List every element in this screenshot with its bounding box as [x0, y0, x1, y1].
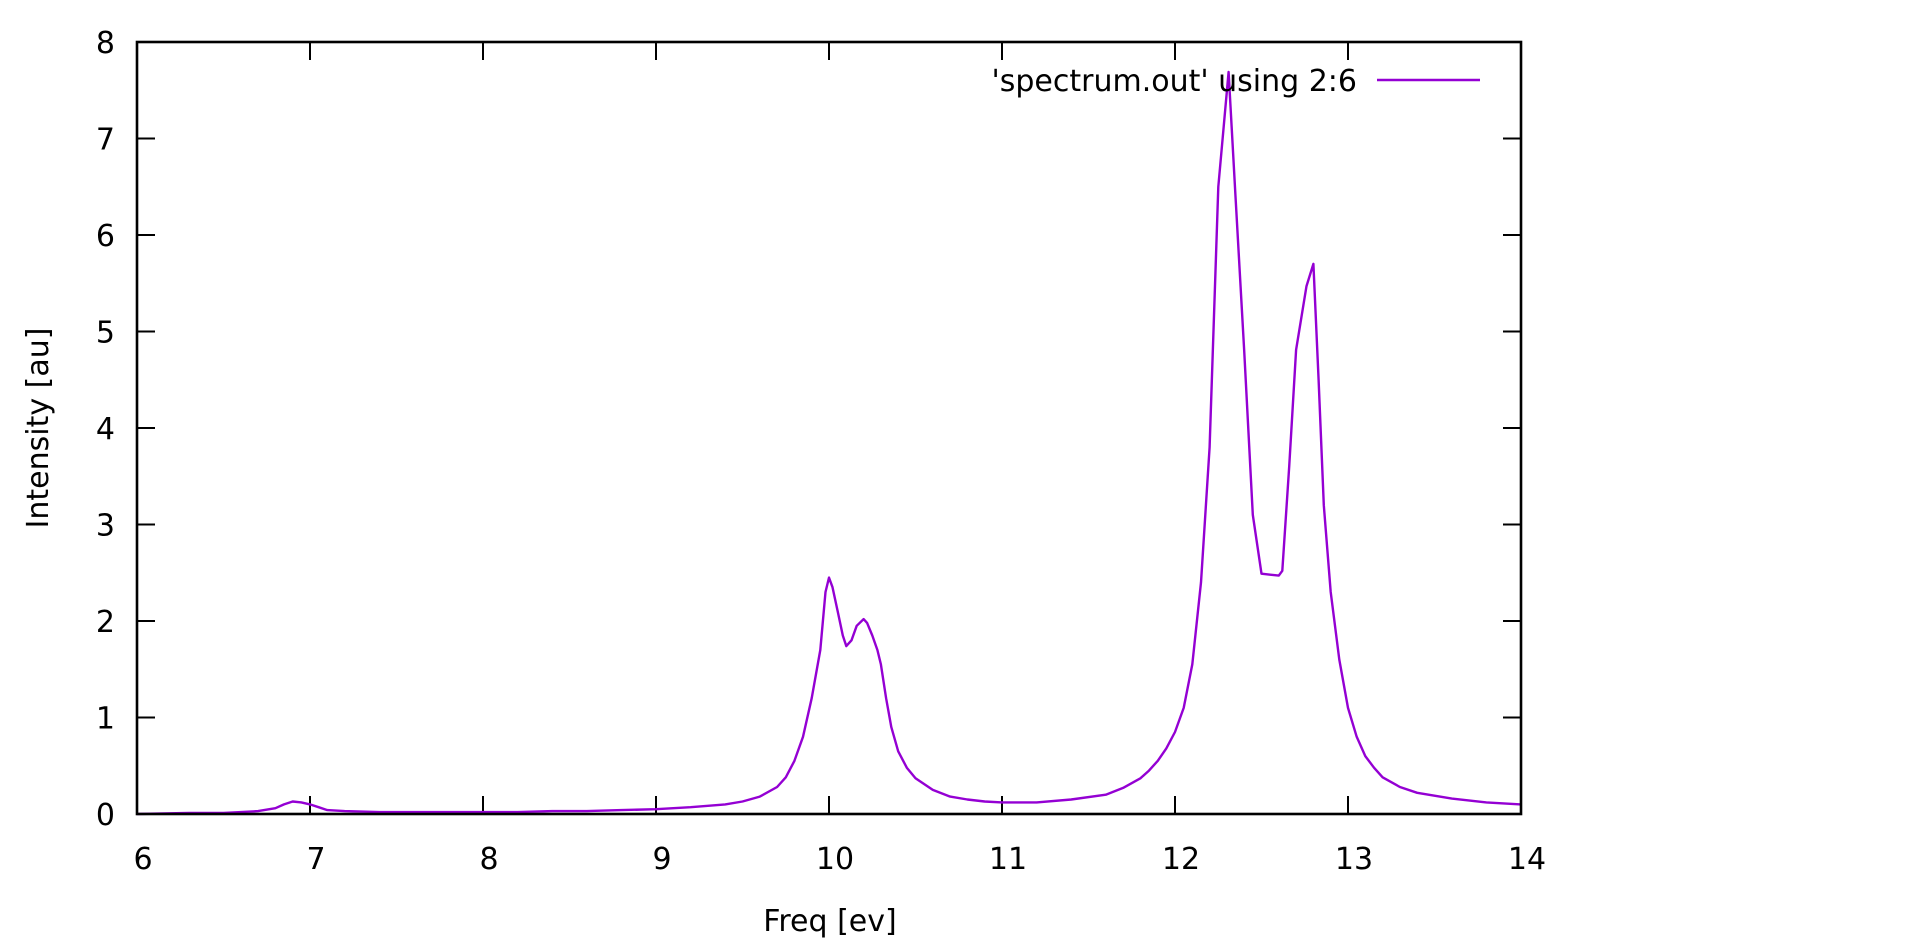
x-tick-label: 11 [989, 842, 1027, 877]
series-line-spectrum [136, 70, 1522, 816]
legend-label: 'spectrum.out' using 2:6 [991, 64, 1357, 99]
x-tick-label: 7 [306, 842, 325, 877]
y-tick-label: 2 [96, 605, 115, 640]
y-tick-label: 0 [96, 798, 115, 833]
y-tick-label: 8 [96, 26, 115, 61]
plot-area-border [135, 40, 1523, 816]
y-tick-label: 5 [96, 316, 115, 351]
x-tick-label: 9 [652, 842, 671, 877]
x-tick-label: 12 [1162, 842, 1200, 877]
y-tick-label: 3 [96, 509, 115, 544]
x-tick-label: 14 [1508, 842, 1546, 877]
y-tick-label: 4 [96, 412, 115, 447]
y-tick-label: 1 [96, 702, 115, 737]
y-tick-label: 6 [96, 219, 115, 254]
y-axis-label: Intensity [au] [21, 328, 56, 529]
legend: 'spectrum.out' using 2:6 [991, 64, 1480, 99]
x-tick-label: 10 [816, 842, 854, 877]
x-tick-label: 13 [1335, 842, 1373, 877]
x-axis-label: Freq [ev] [763, 904, 896, 939]
y-tick-label: 7 [96, 123, 115, 158]
x-tick-label: 8 [479, 842, 498, 877]
x-tick-label: 6 [133, 842, 152, 877]
axis-ticks [137, 42, 1521, 814]
